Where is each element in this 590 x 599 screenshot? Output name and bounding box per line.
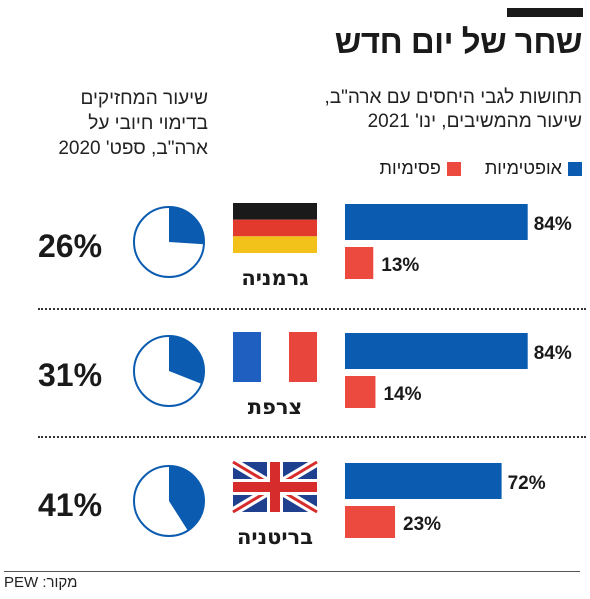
- pie-heading-line-1: שיעור המחזיקים: [80, 88, 208, 109]
- flag-germany-stripe-gold: [233, 236, 317, 253]
- flag-uk-cross-red: [233, 482, 317, 492]
- flag-germany-stripe-black: [233, 203, 317, 220]
- legend-item-optimistic: אופטימיות: [485, 158, 582, 179]
- subtitle-line-2: שיעור מהמשיבים, ינו' 2021: [367, 111, 582, 132]
- bar-optimistic: [345, 204, 528, 240]
- bar-optimistic: [345, 463, 502, 499]
- bar-label-optimistic: 72%: [508, 473, 546, 494]
- pie-heading-line-3: ארה"ב, ספט' 2020: [58, 138, 208, 159]
- source-rule: [4, 571, 580, 572]
- bar-label-pessimistic: 23%: [403, 514, 441, 535]
- legend-swatch-pessimistic: [446, 161, 461, 176]
- flag-france-stripe-white: [261, 332, 289, 382]
- country-name: גרמניה: [241, 266, 308, 290]
- flag-france-stripe-blue: [233, 332, 261, 382]
- bar-label-optimistic: 84%: [534, 214, 572, 235]
- bar-label-optimistic: 84%: [534, 343, 572, 364]
- bar-label-pessimistic: 14%: [383, 384, 421, 405]
- pie-value-label: 26%: [38, 228, 102, 264]
- chart-subtitle: תחושות לגבי היחסים עם ארה"ב, שיעור מהמשי…: [302, 86, 582, 134]
- bar-pessimistic: [345, 247, 374, 279]
- pie-column-heading: שיעור המחזיקים בדימוי חיובי על ארה"ב, ספ…: [38, 86, 208, 161]
- bar-optimistic: [345, 333, 528, 369]
- row-separator: [38, 436, 586, 438]
- pie-heading-line-2: בדימוי חיובי על: [88, 113, 208, 134]
- legend-label-pessimistic: פסימיות: [379, 158, 441, 178]
- bar-pessimistic: [345, 376, 376, 408]
- subtitle-line-1: תחושות לגבי היחסים עם ארה"ב,: [324, 87, 582, 108]
- bar-label-pessimistic: 13%: [381, 255, 419, 276]
- legend: אופטימיות פסימיות: [356, 158, 582, 179]
- source-note: מקור: PEW: [4, 574, 78, 591]
- pie-value-label: 41%: [38, 487, 102, 523]
- country-name: בריטניה: [237, 525, 313, 549]
- pie-slice: [169, 466, 204, 531]
- legend-swatch-optimistic: [568, 161, 582, 176]
- country-name: צרפת: [248, 395, 303, 419]
- page-title: שחר של יום חדש: [334, 23, 583, 60]
- pie-value-label: 31%: [38, 357, 102, 393]
- pie-slice: [169, 207, 204, 245]
- title-accent-bar: [507, 8, 583, 17]
- flag-france-stripe-red: [289, 332, 317, 382]
- flag-germany-stripe-red: [233, 219, 317, 237]
- row-separator: [38, 308, 586, 310]
- pie-slice: [169, 336, 204, 384]
- legend-label-optimistic: אופטימיות: [484, 158, 562, 178]
- bar-pessimistic: [345, 506, 396, 538]
- legend-item-pessimistic: פסימיות: [380, 158, 461, 179]
